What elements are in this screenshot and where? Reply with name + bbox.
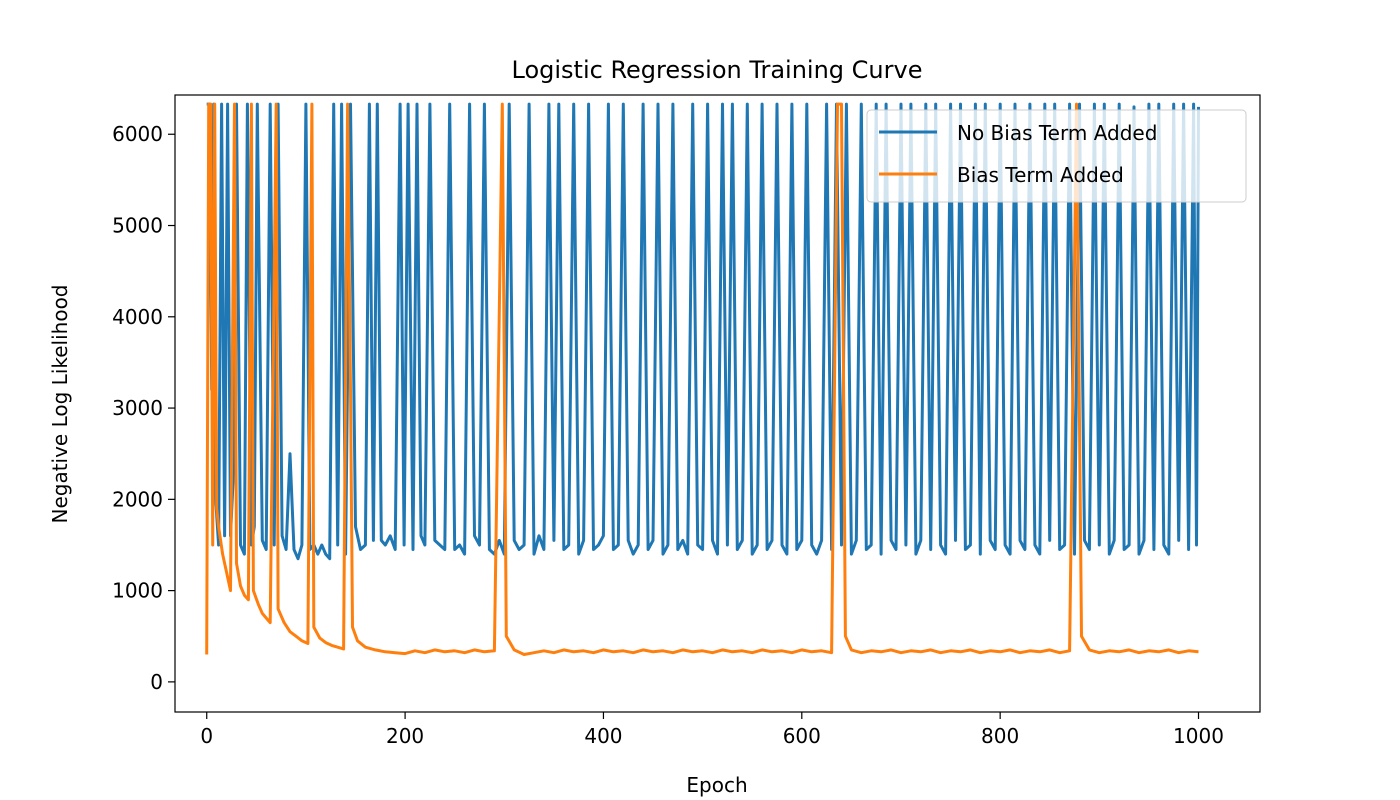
x-tick-label: 600 bbox=[783, 724, 821, 748]
y-axis-ticks: 0 1000 2000 3000 4000 5000 6000 bbox=[112, 122, 175, 694]
y-tick-label: 4000 bbox=[112, 305, 163, 329]
y-tick-label: 2000 bbox=[112, 487, 163, 511]
x-axis-label: Epoch bbox=[686, 773, 747, 797]
legend-label-bias: Bias Term Added bbox=[957, 163, 1124, 187]
x-tick-label: 1000 bbox=[1173, 724, 1224, 748]
legend-box bbox=[866, 109, 1247, 203]
y-tick-label: 6000 bbox=[112, 122, 163, 146]
x-tick-label: 400 bbox=[584, 724, 622, 748]
y-tick-label: 0 bbox=[150, 670, 163, 694]
x-axis-ticks: 0 200 400 600 800 1000 bbox=[200, 712, 1224, 748]
legend-label-no-bias: No Bias Term Added bbox=[957, 121, 1157, 145]
x-tick-label: 200 bbox=[386, 724, 424, 748]
series-line-no-bias bbox=[206, 102, 1200, 561]
chart-title: Logistic Regression Training Curve bbox=[512, 56, 923, 84]
legend: No Bias Term Added Bias Term Added bbox=[866, 109, 1247, 203]
y-axis-label: Negative Log Likelihood bbox=[48, 284, 72, 523]
x-tick-label: 800 bbox=[981, 724, 1019, 748]
series-line-bias bbox=[205, 102, 1199, 656]
x-tick-label: 0 bbox=[200, 724, 213, 748]
plot-lines bbox=[205, 102, 1200, 656]
y-tick-label: 1000 bbox=[112, 579, 163, 603]
plot-frame bbox=[174, 94, 1261, 713]
y-tick-label: 3000 bbox=[112, 396, 163, 420]
y-tick-label: 5000 bbox=[112, 214, 163, 238]
